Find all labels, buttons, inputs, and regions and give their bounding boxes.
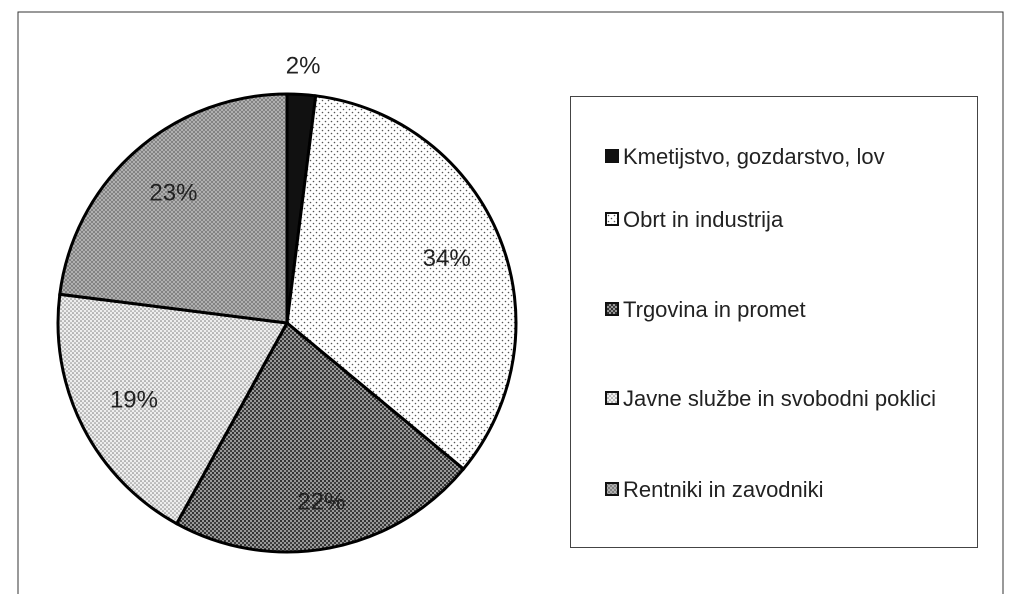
legend-label: Trgovina in promet [623,297,806,322]
legend-swatch [605,302,619,316]
legend-label: Obrt in industrija [623,207,784,232]
pie-slice [174,320,466,554]
data-label: 2% [286,52,321,79]
data-label: 22% [297,488,345,515]
data-label: 19% [110,386,158,413]
legend-swatch [605,149,619,163]
legend-item: Rentniki in zavodniki [605,475,945,505]
legend-swatch [605,482,619,496]
data-label: 23% [149,180,197,207]
frame [17,11,1004,594]
legend-item: Javne službe in svobodni poklici [605,384,945,414]
legend-label: Kmetijstvo, gozdarstvo, lov [623,144,885,169]
legend-label: Javne službe in svobodni poklici [623,386,937,411]
legend-swatch [605,391,619,405]
pie-slice [285,94,518,472]
legend-item: Obrt in industrija [605,205,945,235]
legend-swatch [605,212,619,226]
data-label: 34% [423,245,471,272]
legend-item: Kmetijstvo, gozdarstvo, lov [605,142,945,172]
pie-slice [58,92,289,325]
legend: Kmetijstvo, gozdarstvo, lov Obrt in indus… [570,96,978,548]
legend-item: Trgovina in promet [605,295,945,325]
legend-label: Rentniki in zavodniki [623,477,824,502]
pie-slice [56,292,290,526]
